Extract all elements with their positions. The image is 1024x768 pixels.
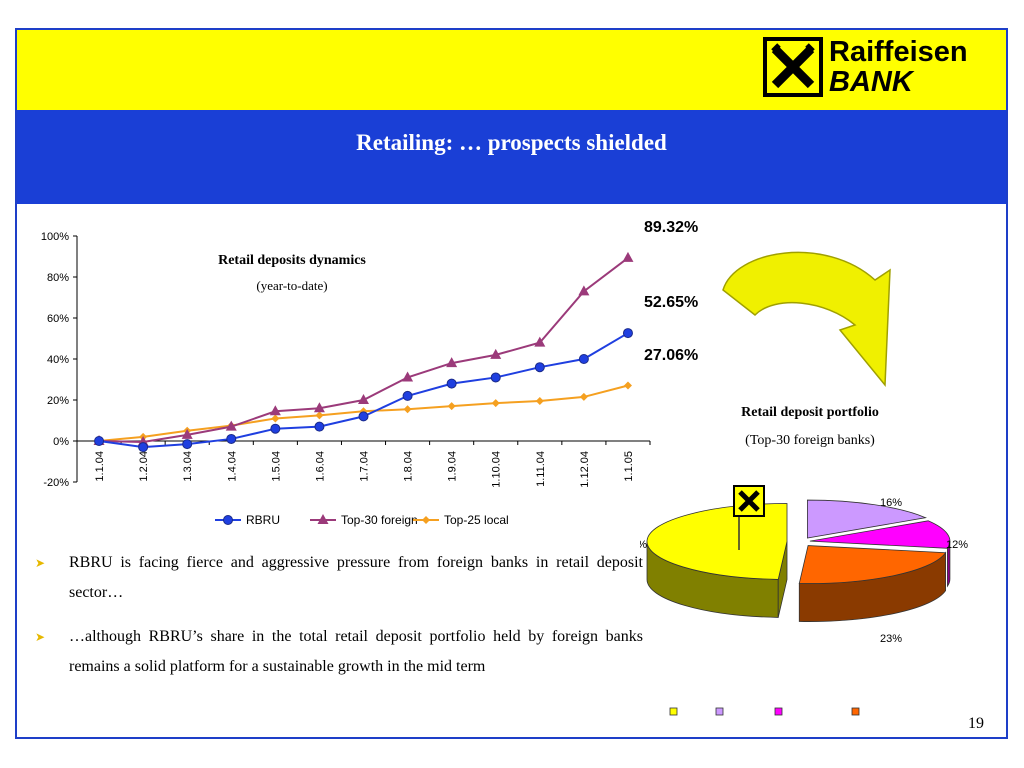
x-tick-label: 1.5.04 [270,451,282,482]
line-chart-subtitle: (year-to-date) [256,278,327,293]
callout-top30-value: 89.32% [644,219,699,236]
rbru-point [534,362,545,373]
legend-label-rbru: RBRU [246,513,280,527]
rbru-point [578,354,589,364]
rbru-point [226,433,237,444]
line-chart-legend: RBRU Top-30 foreign Top-25 local [215,513,509,527]
top-25-local-point [623,381,632,390]
bullet-point: ➤ …although RBRU’s share in the total re… [35,622,643,682]
y-tick-label: 0% [53,436,69,448]
top-30-foreign-point [181,428,193,439]
legend-label-top-30-foreign: Top-30 foreign [341,513,418,527]
y-tick-label: 100% [41,231,69,243]
title-band [17,110,1006,204]
callout-top25-value: 27.06% [644,347,699,364]
x-tick-label: 1.1.05 [623,451,635,482]
raiffeisen-gable-cross-icon [763,37,823,97]
pie-chart-title: Retail deposit portfolio [741,405,879,420]
rbru-point [270,423,281,434]
top-30-foreign-point [534,336,546,347]
top-30-foreign-point [269,405,281,416]
x-tick-label: 1.9.04 [447,451,459,482]
y-tick-label: 80% [47,272,69,284]
rbru-point [94,436,105,446]
y-tick-label: 40% [47,354,69,366]
top-30-foreign-point [578,285,590,296]
top-25-local-point [579,392,588,401]
rbru-point [446,378,457,389]
page-number: 19 [968,715,984,732]
raiffeisen-logo: Raiffeisen BANK [763,37,993,99]
x-tick-label: 1.12.04 [579,451,591,488]
pie-label-23pct: 23% [880,633,902,645]
top-30-foreign-point [490,348,502,359]
x-tick-label: 1.3.04 [182,451,194,482]
pie-slice-12pct [809,520,951,549]
y-tick-label: 20% [47,395,69,407]
series-line-rbru [98,332,629,449]
rbru-point [182,439,193,450]
flag-cross-icon [738,490,760,512]
rbru-point [314,421,325,432]
bullet-arrow-icon: ➤ [35,556,46,570]
pie-slice-16pct [807,499,928,539]
x-tick-label: 1.11.04 [535,451,547,487]
bullet-point: ➤ RBRU is facing fierce and aggressive p… [35,548,643,608]
legend-rbru-point [223,515,233,525]
rbru-point [490,372,501,383]
legend-top-25-local-point [422,516,430,524]
top-25-local-point [491,399,500,408]
top-30-foreign-point [225,420,237,431]
pie-label-16pct: 16% [880,497,902,509]
line-chart-title: Retail deposits dynamics [218,253,366,268]
curved-arrow-icon [722,251,891,387]
top-30-foreign-point [446,357,458,368]
pie-label-49pct: 49% [640,539,647,551]
series-rbru [94,328,633,453]
legend-swatch [774,707,783,716]
legend-swatch [669,707,678,716]
top-25-local-point [271,414,280,423]
top-30-foreign-point [402,371,414,382]
y-tick-label: 60% [47,313,69,325]
legend-label-top-25-local: Top-25 local [444,513,509,527]
pie-chart-subtitle: (Top-30 foreign banks) [745,433,875,448]
bullet-text: …although RBRU’s share in the total reta… [69,628,643,675]
rbru-point [622,328,633,339]
rbru-point [358,411,369,422]
x-tick-label: 1.1.04 [94,451,106,482]
rbru-point [138,442,149,453]
slide-title: Retailing: … prospects shielded [356,130,667,155]
y-tick-label: -20% [43,477,69,489]
top-25-local-point [403,405,412,414]
pie-slice-49pct [646,503,788,580]
pie-label-12pct: 12% [946,539,968,551]
logo-text-bank: BANK [829,66,913,98]
retail-deposit-portfolio-pie-chart: 49% 16% 12% 23% [640,485,968,645]
rbru-point [402,390,413,401]
retail-deposits-line-chart: 100% 80% 60% 40% 20% 0% -20% 1.1.04 1.2.04 1.3.04… [41,231,651,527]
x-tick-label: 1.7.04 [359,451,371,482]
top-25-local-point [315,411,324,420]
legend-top-30-foreign-point [317,514,329,524]
top-30-foreign-point [622,251,634,262]
top-25-local-point [447,402,456,411]
callout-rbru-value: 52.65% [644,294,699,311]
pie-legend [669,707,860,716]
logo-text-raiffeisen: Raiffeisen [829,36,968,68]
header-band [17,30,1006,110]
legend-swatch [715,707,724,716]
legend-swatch [851,707,860,716]
x-tick-label: 1.6.04 [314,451,326,482]
bullet-arrow-icon: ➤ [35,630,46,644]
x-tick-label: 1.4.04 [226,451,238,482]
bullet-text: RBRU is facing fierce and aggressive pre… [69,554,643,601]
top-30-foreign-point [358,394,369,404]
x-tick-label: 1.2.04 [138,451,150,482]
top-30-foreign-point [313,402,325,413]
top-25-local-point [535,397,544,406]
x-tick-label: 1.10.04 [491,451,503,488]
pie-slice-23pct [798,545,947,584]
x-tick-label: 1.8.04 [403,451,415,482]
